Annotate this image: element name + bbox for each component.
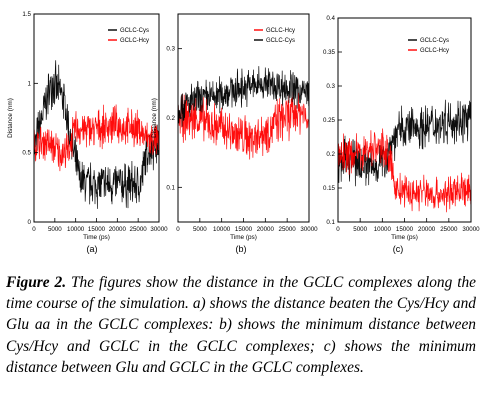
x-tick-label: 10000	[67, 226, 85, 233]
x-tick-label: 30000	[300, 226, 318, 233]
x-tick-label: 25000	[440, 226, 458, 233]
chart-legend: GCLC-Cys GCLC-Hcy	[406, 34, 454, 56]
y-tick-label: 0.1	[166, 184, 175, 191]
x-tick-label: 20000	[109, 226, 127, 233]
chart-legend: GCLC-Cys GCLC-Hcy	[106, 24, 154, 46]
x-tick-label: 5000	[353, 226, 367, 233]
legend-label: GCLC-Hcy	[420, 48, 449, 54]
y-tick-label: 0.3	[326, 83, 335, 90]
x-tick-label: 0	[336, 226, 340, 233]
caption-text: The figures show the distance in the GCL…	[6, 274, 476, 376]
y-tick-label: 0	[28, 219, 32, 226]
legend-label: GCLC-Cys	[120, 28, 149, 34]
x-axis-label: Time (ps)	[391, 234, 418, 241]
legend-box	[106, 24, 154, 46]
caption-label: Figure 2.	[6, 274, 67, 291]
figure-caption: Figure 2. The figures show the distance …	[6, 272, 476, 378]
series-line-2	[34, 104, 159, 172]
series-line-1	[338, 99, 471, 187]
y-axis-label: Distance (nm)	[151, 98, 158, 138]
chart-panel-3: 0 5000 10000 15000 20000 25000 30000 0.1 0.15 0.2…	[323, 15, 480, 254]
x-tick-label: 30000	[150, 226, 168, 233]
y-tick-label: 0.2	[166, 115, 175, 122]
y-tick-label: 0.35	[323, 49, 336, 56]
x-tick-label: 25000	[279, 226, 297, 233]
x-tick-label: 20000	[418, 226, 436, 233]
legend-label: GCLC-Cys	[266, 38, 295, 44]
x-tick-label: 20000	[257, 226, 275, 233]
y-tick-label: 0.2	[326, 151, 335, 158]
legend-box	[406, 34, 454, 56]
x-tick-label: 30000	[462, 226, 480, 233]
y-tick-label: 0.5	[22, 150, 31, 157]
legend-box	[252, 24, 300, 46]
x-tick-label: 0	[32, 226, 36, 233]
legend-label: GCLC-Hcy	[266, 28, 295, 34]
figure-panels: 0 5000 10000 15000 20000 25000 3000000.511.5Ti…	[7, 11, 480, 254]
series-line-2	[178, 66, 309, 127]
y-tick-label: 1	[28, 80, 32, 87]
chart-legend: GCLC-Hcy GCLC-Cys	[252, 24, 300, 46]
x-axis-label: Time (ps)	[83, 234, 110, 241]
y-tick-label: 0.25	[323, 117, 336, 124]
x-tick-label: 5000	[193, 226, 207, 233]
panel-label: (a)	[87, 244, 98, 254]
x-tick-label: 0	[176, 226, 180, 233]
x-axis-label: Time (ps)	[230, 234, 257, 241]
series-line-1	[178, 91, 309, 160]
series-line-2	[338, 128, 471, 213]
y-tick-label: 0.15	[323, 185, 336, 192]
x-tick-label: 5000	[48, 226, 62, 233]
chart-panel-1: 0 5000 10000 15000 20000 25000 30000 0 0.5 1 1.5 Ti…	[7, 11, 168, 254]
y-tick-label: 0.3	[166, 46, 175, 53]
x-tick-label: 10000	[213, 226, 231, 233]
x-tick-label: 10000	[374, 226, 392, 233]
legend-label: GCLC-Cys	[420, 38, 449, 44]
y-tick-label: 0.1	[326, 219, 335, 226]
y-axis-label: Distance (nm)	[7, 98, 14, 138]
chart-panel-2: 0 5000 10000 15000 20000 25000 300000.10.20.3T…	[151, 13, 318, 254]
series-line-1	[34, 60, 159, 209]
panel-label: (b)	[236, 244, 247, 254]
x-tick-label: 15000	[235, 226, 253, 233]
legend-label: GCLC-Hcy	[120, 38, 149, 44]
x-tick-label: 25000	[130, 226, 148, 233]
y-tick-label: 1.5	[22, 11, 31, 18]
panel-label: (c)	[393, 244, 404, 254]
y-tick-label: 0.4	[326, 15, 335, 22]
x-tick-label: 15000	[88, 226, 106, 233]
x-tick-label: 15000	[396, 226, 414, 233]
